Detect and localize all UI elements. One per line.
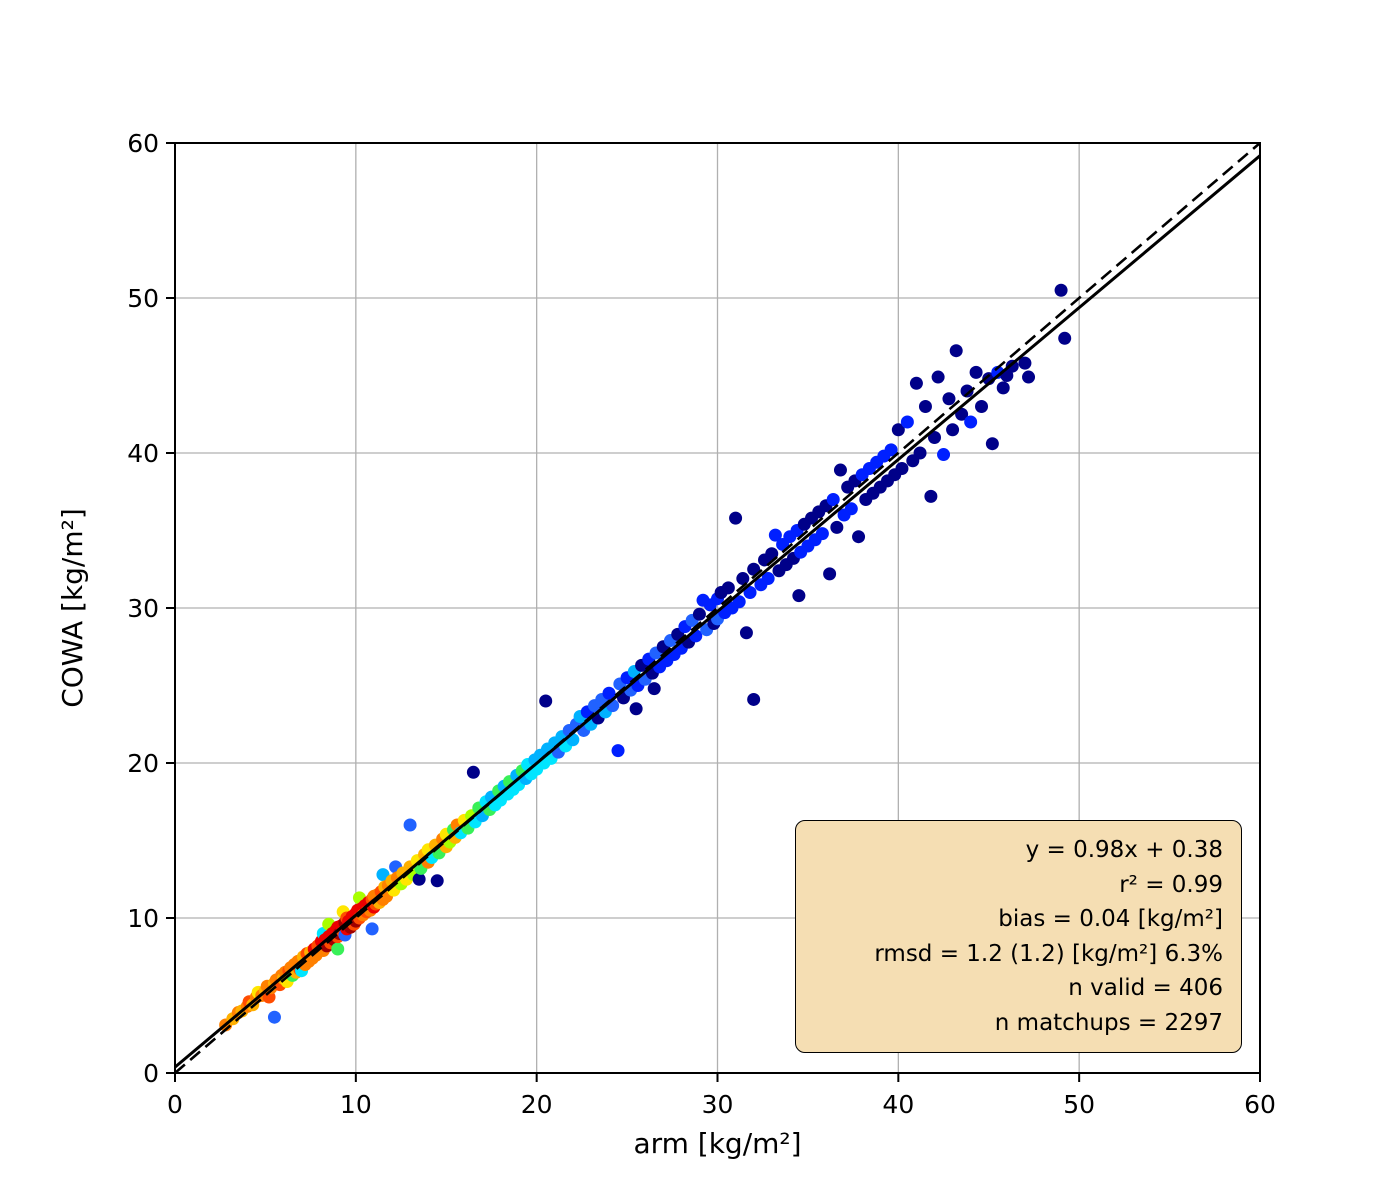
data-point [964,415,978,429]
data-point [830,520,844,534]
data-point [931,370,945,384]
data-point [895,462,909,475]
data-point [884,443,898,457]
data-point [412,872,426,886]
data-point [736,572,750,586]
data-point [913,446,927,460]
x-tick-label: 30 [702,1090,734,1119]
data-point [629,702,643,716]
identity-line [174,142,1261,1074]
data-point [1022,370,1036,384]
data-point [891,423,905,437]
data-point [765,547,779,561]
data-point [743,586,757,599]
y-tick-label: 50 [127,284,159,313]
stats-line-nvalid: n valid = 406 [1068,975,1223,1001]
x-tick-label: 60 [1244,1090,1276,1119]
data-point [985,437,999,451]
data-point [692,607,706,621]
data-point [969,365,983,379]
x-tick-label: 50 [1063,1090,1095,1119]
data-point [975,400,989,413]
data-point [539,694,553,708]
data-point [937,448,951,462]
data-point [960,384,974,398]
x-tick-label: 40 [882,1090,914,1119]
data-point [331,942,345,956]
data-point [949,344,963,358]
data-point [928,431,941,444]
y-tick-label: 60 [127,129,159,158]
data-point [900,415,914,429]
data-point [909,376,923,390]
y-tick-label: 30 [127,594,159,623]
data-point [942,392,956,406]
data-point [823,567,837,581]
data-point [1018,356,1032,370]
x-tick-label: 10 [340,1090,372,1119]
ticks: 0 10 20 30 40 50 60 0 10 20 30 40 50 60 [127,129,1276,1119]
y-tick-label: 0 [143,1059,159,1088]
data-point [466,765,480,779]
data-point [403,818,417,832]
data-point [918,400,932,413]
y-tick-label: 10 [127,904,159,933]
data-point [611,744,625,758]
y-axis-label: COWA [kg/m²] [56,508,89,708]
data-point [815,527,829,541]
x-tick-label: 0 [167,1090,183,1119]
stats-line-r2: r² = 0.99 [1119,871,1223,898]
data-point [1058,331,1072,345]
y-tick-label: 20 [127,749,159,778]
fit-line [174,154,1261,1069]
data-point [729,511,743,525]
data-point [924,489,938,503]
data-point [844,502,858,516]
data-point [852,530,866,544]
data-point [768,528,782,542]
data-point [365,922,379,936]
data-point [792,589,806,603]
stats-line-bias: bias = 0.04 [kg/m²] [998,906,1223,932]
data-point [732,595,746,609]
data-point [1054,283,1068,297]
data-point [721,581,735,595]
data-point [747,562,761,576]
data-point [267,1010,281,1024]
data-point [430,874,444,888]
data-point [946,423,960,437]
data-point [761,572,775,586]
stats-line-equation: y = 0.98x + 0.38 [1025,837,1223,863]
data-point [996,381,1010,395]
data-point [747,692,761,706]
data-point [602,686,616,700]
y-tick-label: 40 [127,439,159,468]
data-point [826,493,840,506]
data-point [739,626,753,640]
stats-line-rmsd: rmsd = 1.2 (1.2) [kg/m²] 6.3% [874,940,1223,967]
x-tick-label: 20 [521,1090,553,1119]
data-point [833,463,847,477]
x-axis-label: arm [kg/m²] [633,1127,801,1160]
data-point [647,682,661,696]
stats-line-nmatchups: n matchups = 2297 [994,1009,1223,1036]
stats-box: y = 0.98x + 0.38 r² = 0.99 bias = 0.04 [… [795,820,1242,1053]
